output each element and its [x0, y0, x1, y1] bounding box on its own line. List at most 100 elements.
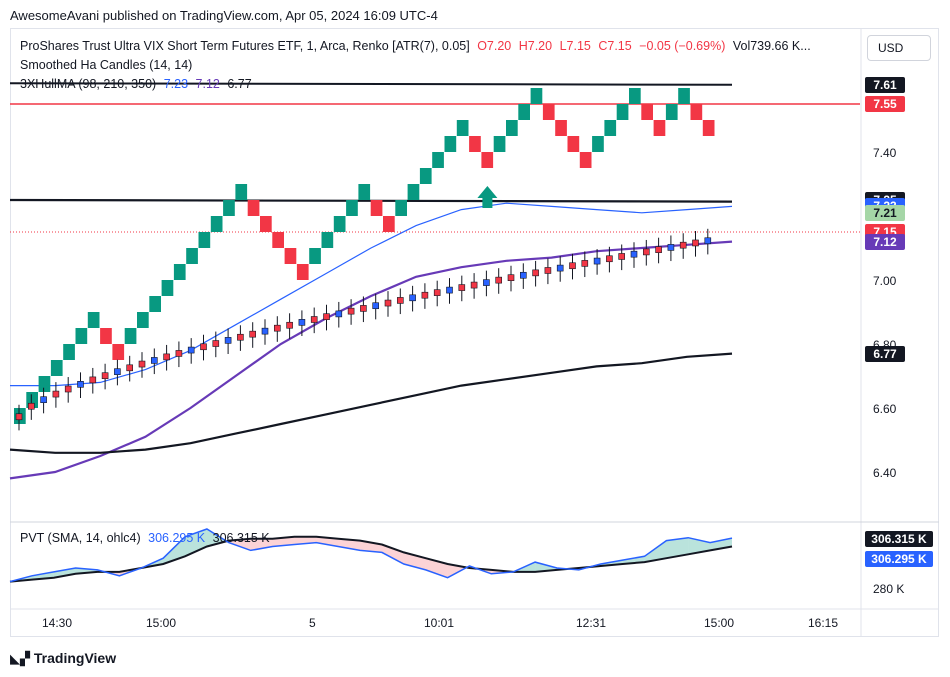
pvt-fill-segment [666, 537, 689, 559]
tradingview-logo[interactable]: ◣▞ TradingView [10, 650, 116, 667]
open-value: O7.20 [477, 39, 512, 53]
symbol-legend[interactable]: ProShares Trust Ultra VIX Short Term Fut… [20, 39, 811, 53]
renko-brick [419, 168, 432, 184]
renko-brick [407, 184, 420, 200]
x-tick-1500: 15:00 [146, 616, 177, 630]
ha-candle [384, 299, 392, 307]
renko-brick [641, 104, 653, 120]
pvt-fill-segment [185, 528, 207, 557]
ha-candle [433, 289, 441, 296]
ha-candle [544, 267, 552, 274]
hull-moving-averages [9, 202, 733, 480]
hull-fast-value: 7.23 [163, 77, 189, 91]
x-tick-day5: 5 [309, 616, 316, 630]
renko-brick [579, 152, 592, 168]
ha-candle [114, 368, 121, 375]
chart-frame [10, 28, 939, 637]
ha-candle [224, 337, 232, 344]
ha-candle [667, 244, 675, 251]
buy-marker [477, 186, 498, 208]
renko-brick [358, 184, 371, 200]
pvt-signal-line [9, 535, 733, 583]
low-value: L7.15 [559, 39, 591, 53]
ha-candle [89, 376, 97, 384]
x-tick-1001: 10:01 [424, 616, 455, 630]
renko-brick [555, 120, 567, 136]
renko-brick [247, 200, 260, 216]
pvt-legend[interactable]: PVT (SMA, 14, ohlc4) 306.295 K 306.315 K [20, 531, 270, 545]
ha-candle [138, 360, 146, 368]
renko-brick [198, 232, 211, 248]
y-tick-640: 6.40 [873, 466, 897, 480]
renko-brick [50, 360, 63, 376]
pvt-fill-segment [228, 538, 251, 551]
ha-candle [310, 316, 318, 323]
renko-brick [518, 104, 530, 120]
renko-brick [567, 136, 580, 152]
ha-candle [298, 319, 306, 326]
ha-candle [237, 333, 244, 341]
pvt-label-value: 306.295 K [865, 551, 933, 567]
ha-candle [187, 346, 195, 354]
renko-brick [38, 376, 51, 392]
ha-candle [175, 350, 183, 357]
renko-brick [432, 152, 444, 168]
ha-candle [470, 281, 478, 289]
ha-candle [507, 274, 515, 281]
renko-brick [653, 120, 666, 136]
hull-mid-value: 7.12 [195, 77, 220, 91]
renko-brick [383, 216, 395, 232]
renko-brick [346, 200, 358, 216]
hull-line-0 [10, 202, 733, 387]
ha-candle [212, 340, 220, 347]
symbol-title: ProShares Trust Ultra VIX Short Term Fut… [20, 39, 470, 53]
ha-candle [261, 327, 269, 335]
brand-text: TradingView [33, 650, 117, 666]
hull-line-2 [9, 352, 733, 454]
renko-brick [629, 88, 641, 104]
ha-candle [286, 321, 293, 329]
ha-candle [532, 269, 539, 277]
high-value: H7.20 [518, 39, 553, 53]
ha-candle [409, 294, 416, 302]
ha-candle [606, 255, 613, 263]
renko-brick [260, 216, 272, 232]
ha-candle [421, 291, 429, 299]
renko-brick [210, 216, 223, 232]
pvt-fill-segment [250, 538, 273, 551]
smoothed-ha-legend[interactable]: Smoothed Ha Candles (14, 14) [20, 58, 193, 72]
ha-candle [372, 302, 380, 310]
ha-candle [27, 402, 35, 410]
chart-grid [10, 28, 939, 637]
renko-brick [63, 344, 75, 360]
tv-logo-icon: ◣▞ [10, 651, 30, 666]
y-tick-740: 7.40 [873, 146, 897, 160]
close-value: C7.15 [598, 39, 632, 53]
hull-legend[interactable]: 3XHullMA (98, 210, 350) 7.23 7.12 6.77 [20, 77, 252, 91]
renko-brick [149, 296, 161, 312]
pvt-fill-segment [338, 538, 361, 551]
hull-slow-value: 6.77 [227, 77, 252, 91]
ha-candle [630, 250, 638, 258]
y-tick-700: 7.00 [873, 274, 897, 288]
renko-brick [87, 312, 100, 328]
pvt-value-line [9, 528, 733, 583]
ha-candle [569, 262, 576, 270]
x-tick-1615: 16:15 [808, 616, 839, 630]
price-label-ha: 7.21 [865, 204, 905, 221]
currency-button[interactable]: USD [867, 35, 931, 61]
price-label-red-level: 7.55 [865, 96, 905, 112]
publisher-header: AwesomeAvani published on TradingView.co… [10, 8, 438, 23]
pvt-axis-tick: 280 K [873, 582, 905, 596]
renko-brick [223, 200, 235, 216]
pvt-pane [9, 528, 733, 583]
ha-candle [692, 239, 699, 247]
renko-brick [493, 136, 506, 152]
renko-brick [506, 120, 518, 136]
renko-brick [592, 136, 604, 152]
renko-brick [469, 136, 481, 152]
pvt-fill-segment [644, 540, 667, 563]
renko-brick [690, 104, 703, 120]
renko-brick [530, 88, 543, 104]
